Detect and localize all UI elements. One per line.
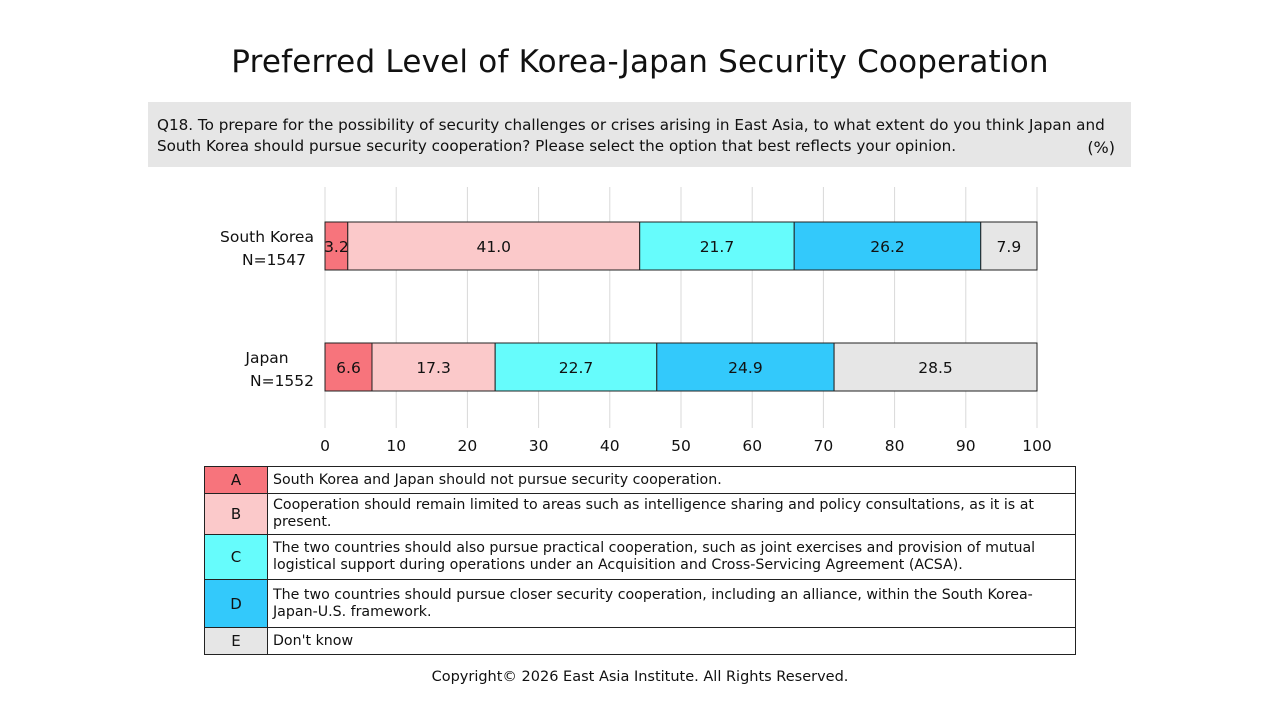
bar-segment-e bbox=[833, 342, 1038, 392]
legend-row-a: A South Korea and Japan should not pursue… bbox=[204, 466, 1076, 494]
legend-row-c: C The two countries should also pursue pr… bbox=[204, 534, 1076, 580]
category-sublabel: N=1552 bbox=[250, 372, 314, 390]
data-label: 24.9 bbox=[728, 359, 763, 377]
data-label: 22.7 bbox=[559, 359, 594, 377]
legend-description: The two countries should also pursue pra… bbox=[267, 534, 1076, 580]
x-tick-label: 70 bbox=[814, 437, 834, 455]
unit-label: (%) bbox=[1087, 138, 1115, 157]
bar-segment-b bbox=[371, 342, 496, 392]
x-tick-label: 90 bbox=[956, 437, 976, 455]
bar-segment-d bbox=[793, 221, 982, 271]
copyright-footer: Copyright© 2026 East Asia Institute. All… bbox=[431, 669, 849, 685]
data-label: 28.5 bbox=[918, 359, 953, 377]
bar-segment-c bbox=[494, 342, 658, 392]
data-label: 3.2 bbox=[324, 238, 349, 256]
question-text: Q18. To prepare for the possibility of s… bbox=[157, 116, 1105, 155]
legend-description: Don't know bbox=[267, 627, 1076, 655]
stacked-bar-chart: 0 10 20 30 40 50 60 70 80 90 100 3.2 41.0 21.7 26.2 7.9… bbox=[220, 187, 1052, 455]
category-label: Japan bbox=[244, 349, 288, 367]
x-tick-label: 30 bbox=[529, 437, 549, 455]
bar-segment-d bbox=[656, 342, 835, 392]
data-label: 6.6 bbox=[336, 359, 361, 377]
category-sublabel: N=1547 bbox=[242, 251, 306, 269]
labels: 0 10 20 30 40 50 60 70 80 90 100 3.2 41.0 21.7 26.2 7.9… bbox=[220, 228, 1052, 455]
x-tick-label: 10 bbox=[386, 437, 406, 455]
bar-segment-c bbox=[639, 221, 795, 271]
legend-code: E bbox=[204, 627, 268, 655]
legend-row-b: B Cooperation should remain limited to ar… bbox=[204, 493, 1076, 535]
legend-code: A bbox=[204, 466, 268, 494]
x-tick-label: 80 bbox=[885, 437, 905, 455]
x-tick-label: 40 bbox=[600, 437, 620, 455]
data-label: 17.3 bbox=[416, 359, 451, 377]
legend-description: Cooperation should remain limited to are… bbox=[267, 493, 1076, 535]
x-tick-label: 50 bbox=[671, 437, 691, 455]
legend-code: C bbox=[204, 534, 268, 580]
data-label: 26.2 bbox=[870, 238, 905, 256]
question-box: Q18. To prepare for the possibility of s… bbox=[148, 102, 1131, 167]
category-label: South Korea bbox=[220, 228, 314, 246]
x-tick-label: 0 bbox=[320, 437, 330, 455]
data-label: 7.9 bbox=[997, 238, 1022, 256]
bars bbox=[324, 221, 1038, 392]
legend-description: The two countries should pursue closer s… bbox=[267, 579, 1076, 628]
x-tick-label: 60 bbox=[742, 437, 762, 455]
legend-row-d: D The two countries should pursue closer … bbox=[204, 579, 1076, 628]
x-tick-label: 20 bbox=[458, 437, 478, 455]
legend-table: A South Korea and Japan should not pursue… bbox=[204, 466, 1076, 655]
legend-code: B bbox=[204, 493, 268, 535]
legend-description: South Korea and Japan should not pursue … bbox=[267, 466, 1076, 494]
legend-code: D bbox=[204, 579, 268, 628]
data-label: 41.0 bbox=[476, 238, 511, 256]
data-label: 21.7 bbox=[700, 238, 735, 256]
x-tick-label: 100 bbox=[1022, 437, 1052, 455]
legend-row-e: E Don't know bbox=[204, 627, 1076, 655]
chart-title: Preferred Level of Korea-Japan Security … bbox=[231, 44, 1049, 80]
bar-segment-e bbox=[980, 221, 1038, 271]
bar-segment-b bbox=[347, 221, 641, 271]
